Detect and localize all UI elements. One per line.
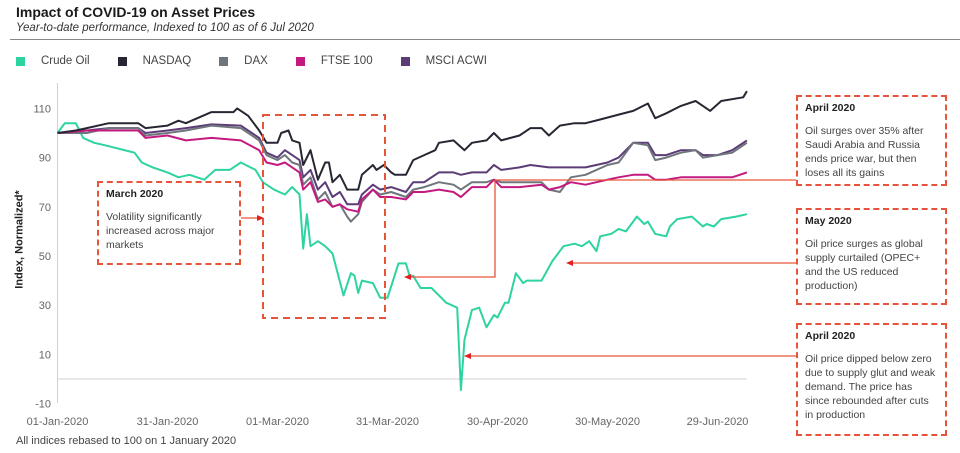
- y-tick-label: 70: [39, 202, 51, 214]
- x-tick-label: 31-Mar-2020: [356, 416, 419, 428]
- legend-label: NASDAQ: [142, 55, 192, 67]
- arrow-april-price-war: [410, 179, 796, 278]
- annotation-title: May 2020: [805, 215, 852, 227]
- series-line-dax: [57, 124, 748, 223]
- y-tick-label: 110: [33, 103, 51, 115]
- y-tick-label: -10: [35, 399, 51, 411]
- y-tick-label: 90: [39, 153, 51, 165]
- legend-item-ftse: FTSE 100: [295, 55, 373, 67]
- x-tick-label: 31-Jan-2020: [137, 416, 199, 428]
- legend-label: MSCI ACWI: [425, 55, 487, 67]
- divider: [10, 39, 960, 40]
- annotation-march: March 2020 Volatility significantly incr…: [97, 181, 241, 265]
- legend-item-crude-oil: Crude Oil: [16, 55, 90, 67]
- legend-item-nasdaq: NASDAQ: [117, 55, 192, 67]
- legend-swatch: [295, 56, 305, 66]
- chart-subtitle: Year-to-date performance, Indexed to 100…: [16, 22, 314, 34]
- annotation-text: Oil surges over 35% after Saudi Arabia a…: [805, 125, 924, 179]
- chart-title: Impact of COVID-19 on Asset Prices: [16, 4, 256, 20]
- legend-swatch: [16, 56, 25, 66]
- legend-label: DAX: [244, 55, 268, 67]
- y-axis-label: Index, Normalized*: [13, 190, 26, 289]
- y-tick-label: 30: [39, 300, 51, 312]
- legend: Crude Oil NASDAQ DAX FTSE 100 MSCI ACWI: [16, 55, 515, 67]
- series-line-ftse-100: [57, 129, 748, 213]
- annotation-april-negative: April 2020 Oil price dipped below zero d…: [796, 323, 947, 436]
- annotation-april-price-war: April 2020 Oil surges over 35% after Sau…: [796, 95, 947, 186]
- annotation-text: Oil price dipped below zero due to suppl…: [805, 353, 936, 421]
- annotation-text: Oil price surges as global supply curtai…: [805, 238, 923, 292]
- series-line-crude-oil: [56, 122, 748, 392]
- x-tick-label: 29-Jun-2020: [687, 416, 749, 428]
- legend-label: FTSE 100: [320, 55, 373, 67]
- x-tick-label: 30-Apr-2020: [467, 416, 528, 428]
- arrowhead-icon: [404, 274, 411, 280]
- x-tick-label: 01-Jan-2020: [27, 416, 89, 428]
- legend-item-dax: DAX: [219, 55, 268, 67]
- annotation-title: April 2020: [805, 102, 856, 114]
- legend-swatch: [400, 56, 410, 66]
- y-tick-label: 50: [39, 251, 51, 263]
- legend-label: Crude Oil: [41, 55, 90, 67]
- x-tick-label: 30-May-2020: [575, 416, 640, 428]
- arrowhead-icon: [257, 215, 264, 221]
- arrowhead-icon: [464, 353, 471, 359]
- series-line-nasdaq: [57, 90, 748, 191]
- annotation-title: April 2020: [805, 330, 856, 342]
- annotation-text: Volatility significantly increased acros…: [106, 211, 215, 251]
- annotation-may: May 2020 Oil price surges as global supp…: [796, 208, 947, 305]
- annotation-title: March 2020: [106, 188, 164, 200]
- footnote: All indices rebased to 100 on 1 January …: [16, 435, 237, 447]
- legend-swatch: [117, 56, 127, 66]
- y-tick-label: 10: [39, 349, 51, 361]
- legend-swatch: [219, 56, 229, 66]
- x-tick-label: 01-Mar-2020: [246, 416, 309, 428]
- arrowhead-icon: [566, 260, 573, 266]
- legend-item-msci: MSCI ACWI: [400, 55, 487, 67]
- volatility-highlight-box: [262, 114, 386, 319]
